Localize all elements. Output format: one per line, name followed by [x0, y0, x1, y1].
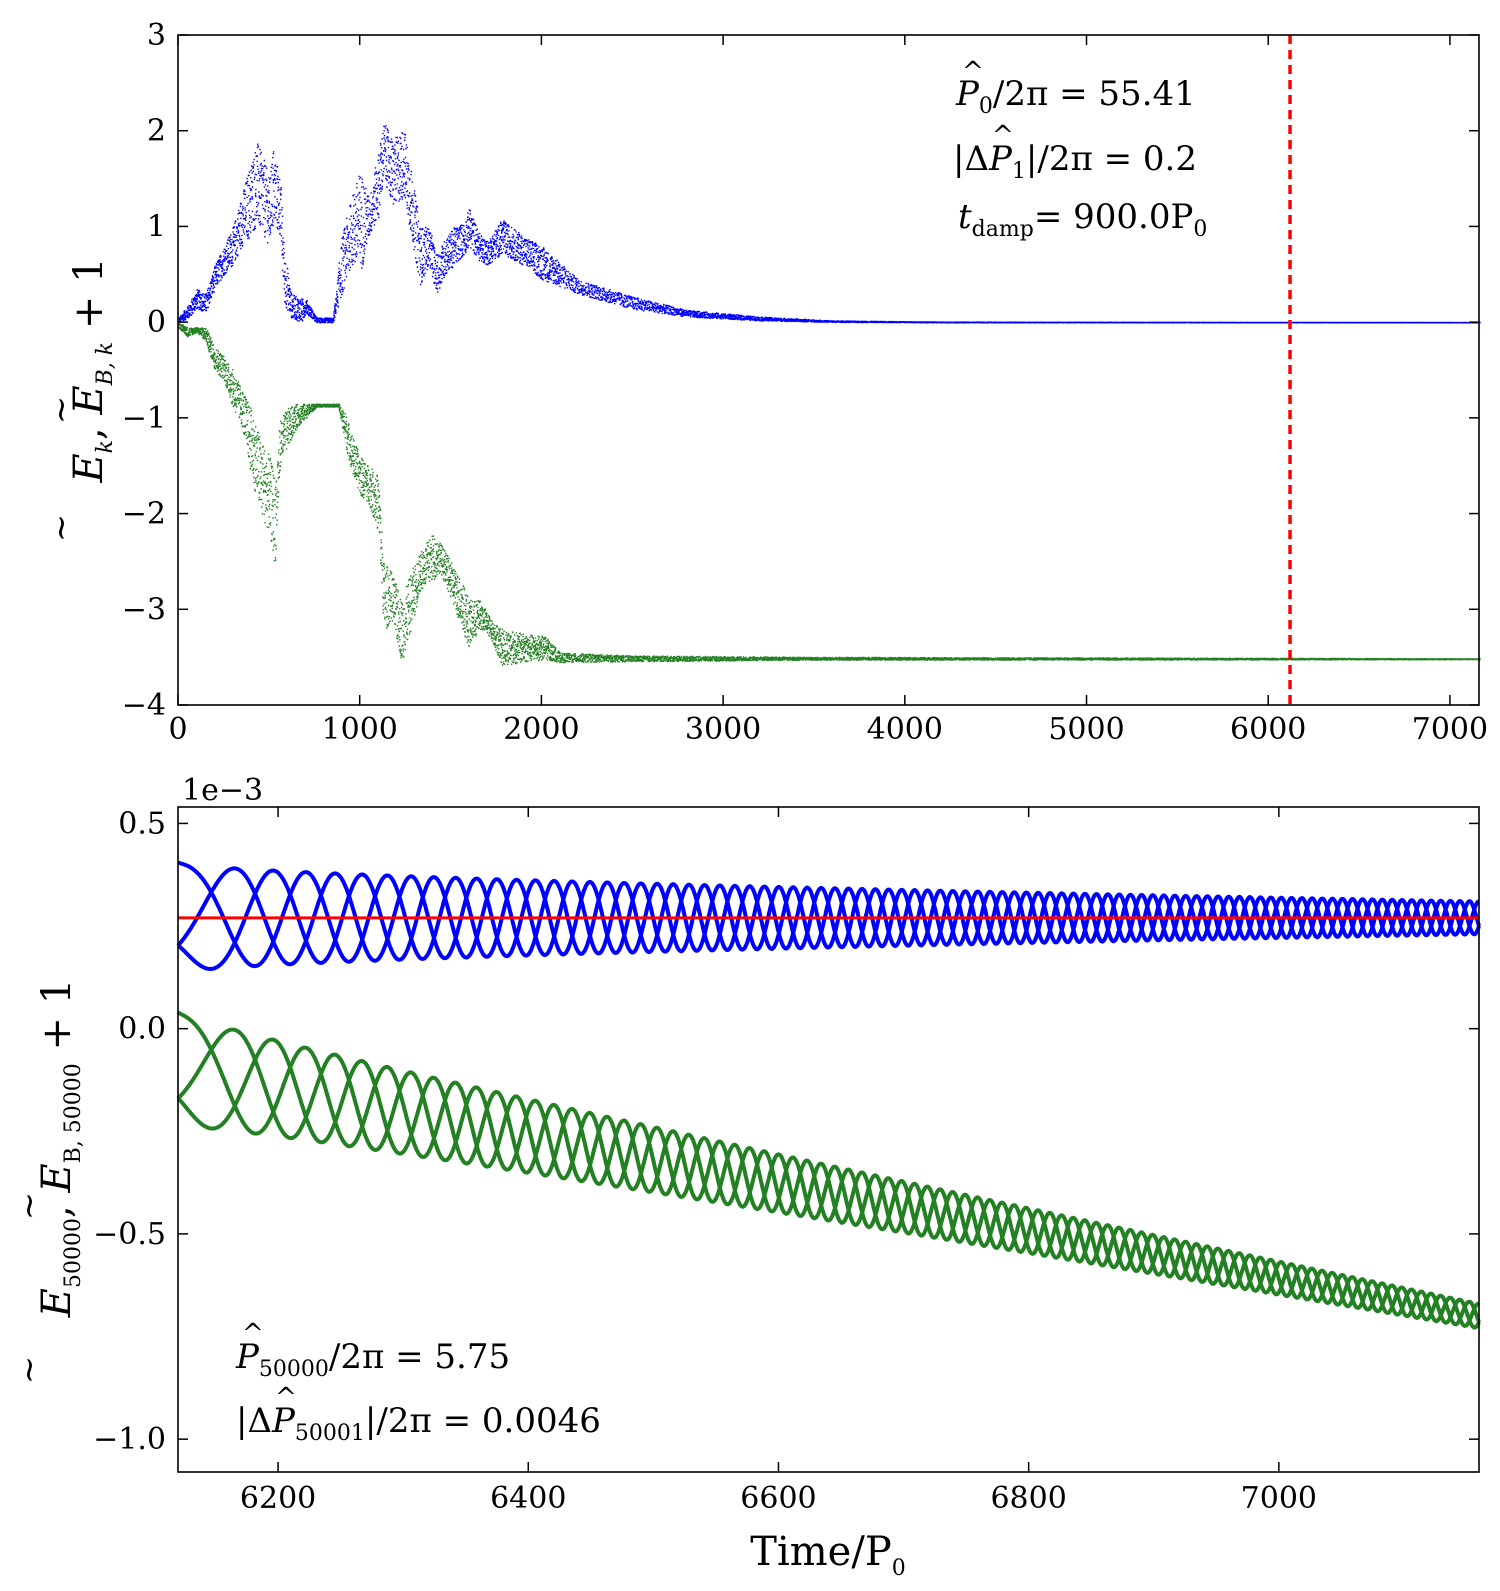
bottom-series-e50000 — [176, 860, 1481, 971]
bottom-annotation-line-2: |ΔP50001|/2π = 0.0046 — [236, 1401, 601, 1446]
svg-text:E50000, EB, 50000 + 1: E50000, EB, 50000 + 1 — [34, 979, 86, 1318]
bottom-ylabel-base1: E — [34, 1288, 80, 1318]
svg-text:~: ~ — [41, 396, 81, 425]
bottom-ytick-label: 0.0 — [118, 1012, 166, 1047]
top-annotation: P0/2π = 55.41 ^ |ΔP1|/2π = 0.2 ^ tdamp= … — [953, 57, 1207, 242]
top-series-ek — [178, 125, 1481, 324]
bottom-line-branch — [176, 868, 1481, 971]
top-ytick-label: −2 — [122, 497, 166, 532]
bottom-ylabel-sub1: 50000 — [61, 1218, 86, 1288]
bottom-xtick-label: 7000 — [1241, 1481, 1317, 1516]
bottom-xtick-label: 6800 — [990, 1481, 1066, 1516]
top-xtick-label: 6000 — [1230, 712, 1306, 747]
top-annotation-line-1: P0/2π = 55.41 — [955, 74, 1196, 119]
top-axes-frame — [177, 34, 1480, 706]
bottom-ytick-label: −1.0 — [93, 1422, 166, 1457]
bottom-x-axis-label: Time/P0 — [750, 1529, 905, 1581]
bottom-line-branch — [176, 1027, 1481, 1330]
bottom-ylabel-sub2: B, 50000 — [61, 1063, 86, 1163]
top-annotation-line-2: |ΔP1|/2π = 0.2 — [953, 139, 1197, 184]
svg-text:Ek, EB, k + 1: Ek, EB, k + 1 — [66, 257, 118, 483]
top-series-ebk — [178, 323, 1481, 666]
top-xtick-label: 4000 — [867, 712, 943, 747]
top-ticks: 0 1000 2000 3000 4000 5000 6000 7000 3 2 1 0 −1 −2 −3 −… — [122, 18, 1488, 747]
svg-text:~: ~ — [41, 514, 81, 543]
top-ytick-label: 0 — [147, 305, 166, 340]
bottom-xtick-label: 6600 — [740, 1481, 816, 1516]
top-ytick-label: 2 — [147, 114, 166, 149]
bottom-ticks: 6200 6400 6600 6800 7000 0.5 0.0 −0.5 −1.0 — [93, 806, 1479, 1516]
bottom-series-eb50000 — [176, 1010, 1481, 1330]
top-xtick-label: 0 — [168, 712, 187, 747]
svg-text:^: ^ — [275, 1383, 297, 1413]
top-ytick-label: −3 — [122, 592, 166, 627]
top-y-axis-label: Ek, EB, k + 1 ~ ~ — [41, 257, 118, 542]
top-xtick-label: 2000 — [503, 712, 579, 747]
top-xtick-label: 5000 — [1048, 712, 1124, 747]
bottom-annotation-line-1: P50000/2π = 5.75 — [235, 1337, 510, 1382]
bottom-ylabel-base2: E — [34, 1163, 80, 1193]
bottom-line-branch — [176, 860, 1480, 969]
bottom-ytick-label: −0.5 — [93, 1217, 166, 1252]
top-xtick-label: 7000 — [1412, 712, 1488, 747]
top-ylabel-base2: E — [66, 385, 112, 415]
top-annotation-line-3: tdamp= 900.0P0 — [958, 197, 1207, 242]
bottom-ylabel-suffix: + 1 — [34, 979, 80, 1051]
bottom-offset-label: 1e−3 — [182, 773, 263, 808]
top-plot-area — [178, 35, 1481, 705]
top-panel: 0 1000 2000 3000 4000 5000 6000 7000 3 2 1 0 −1 −2 −3 −… — [41, 18, 1488, 747]
top-scatter-points — [178, 125, 1481, 324]
bottom-plot-area — [176, 860, 1481, 1330]
top-ytick-label: 1 — [147, 209, 166, 244]
top-xtick-label: 3000 — [685, 712, 761, 747]
bottom-axes-frame — [177, 806, 1480, 1473]
top-xtick-label: 1000 — [322, 712, 398, 747]
top-ylabel-sub2: B, k — [93, 342, 118, 386]
top-ylabel-sub1: k — [93, 440, 118, 453]
top-ytick-label: −4 — [122, 688, 166, 723]
svg-text:^: ^ — [992, 121, 1014, 151]
top-ylabel-suffix: + 1 — [66, 257, 112, 329]
top-scatter-points — [178, 323, 1481, 666]
top-ylabel-base1: E — [66, 453, 112, 483]
bottom-y-axis-label: E50000, EB, 50000 + 1 ~ ~ — [9, 979, 86, 1384]
svg-text:^: ^ — [962, 57, 984, 87]
bottom-line-branch — [176, 866, 1481, 967]
bottom-xtick-label: 6400 — [490, 1481, 566, 1516]
svg-text:^: ^ — [242, 1319, 264, 1349]
bottom-xtick-label: 6200 — [240, 1481, 316, 1516]
top-ytick-label: −1 — [122, 401, 166, 436]
bottom-line-branch — [176, 1010, 1479, 1328]
svg-text:~: ~ — [9, 1192, 49, 1221]
svg-text:~: ~ — [9, 1356, 49, 1385]
bottom-ytick-label: 0.5 — [118, 806, 166, 841]
bottom-annotation: P50000/2π = 5.75 ^ |ΔP50001|/2π = 0.0046… — [235, 1319, 601, 1446]
top-ytick-label: 3 — [147, 18, 166, 53]
